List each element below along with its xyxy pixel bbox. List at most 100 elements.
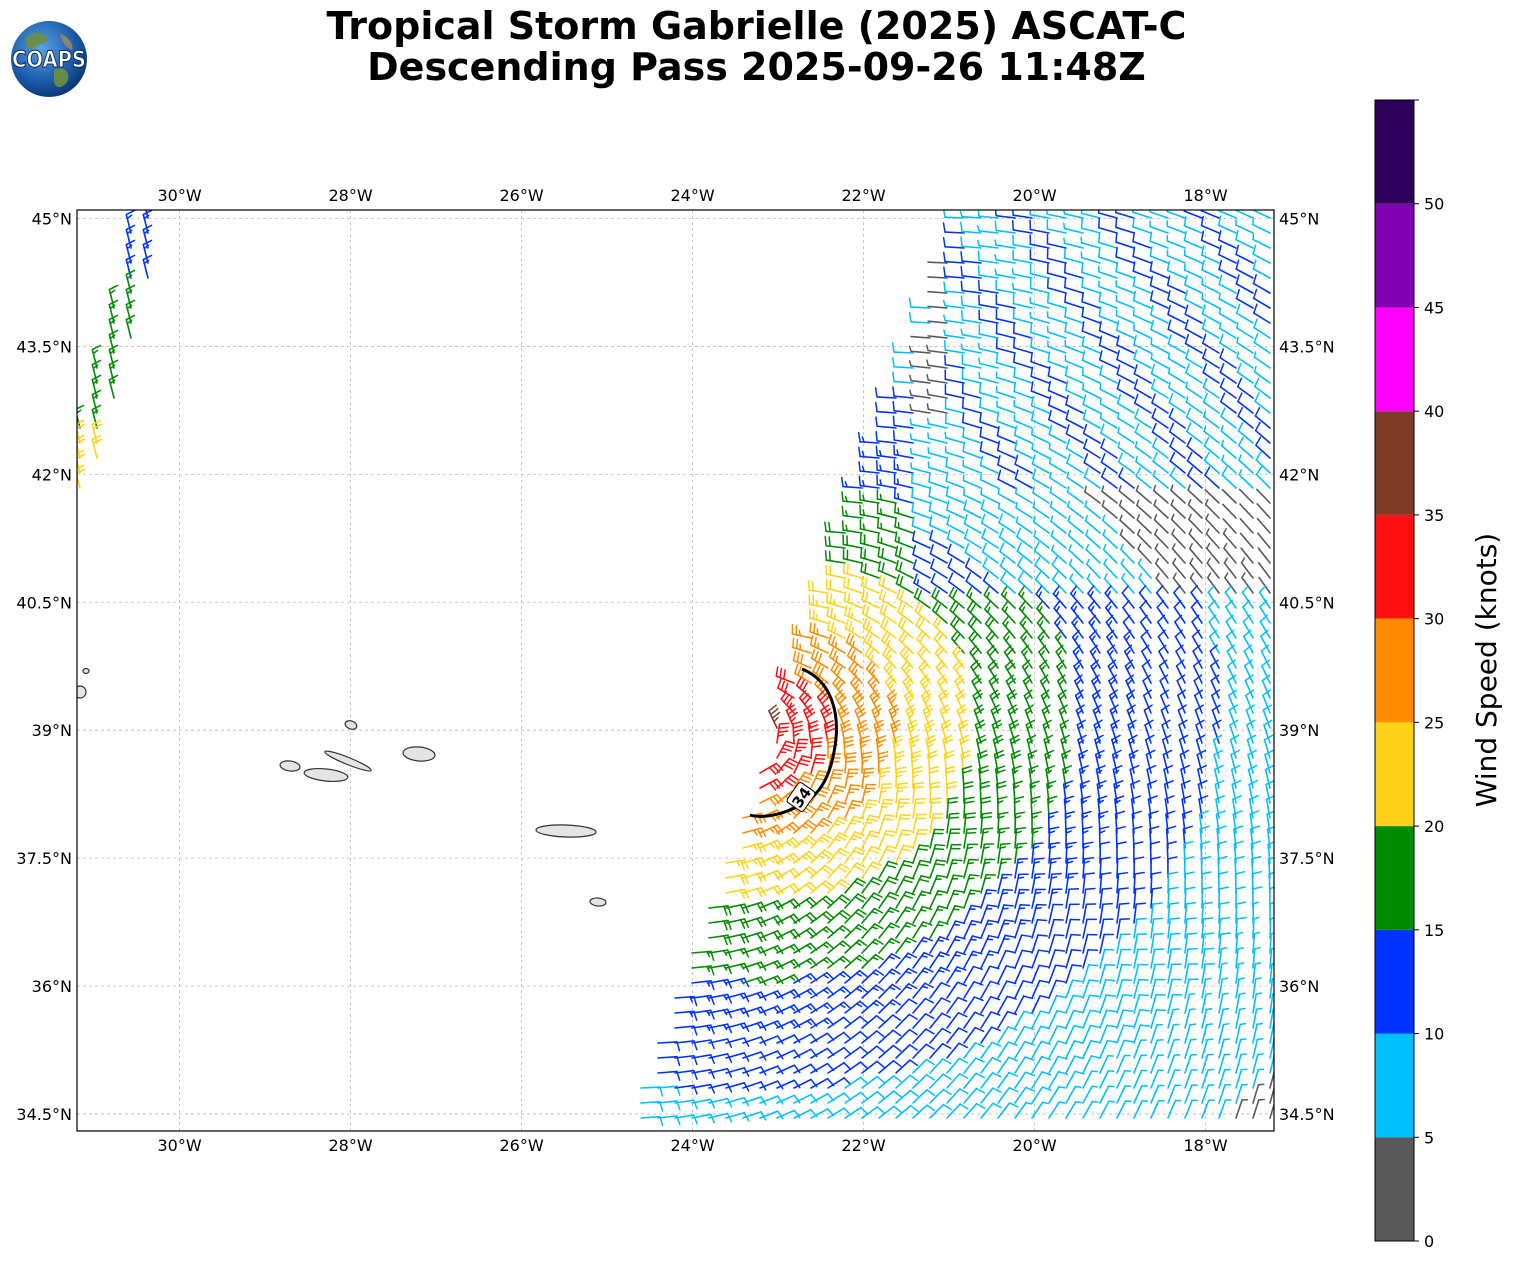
barb-feather <box>1152 902 1163 905</box>
wind-barb <box>1054 629 1067 654</box>
wind-barb <box>1231 779 1242 804</box>
barb-feather <box>1062 765 1073 771</box>
barb-feather <box>979 455 984 467</box>
barb-feather <box>861 436 865 443</box>
barb-shaft <box>961 274 982 279</box>
barb-shaft <box>742 976 762 984</box>
barb-shaft <box>1150 933 1155 954</box>
barb-feather <box>723 935 728 946</box>
barb-feather <box>858 446 861 458</box>
barb-feather <box>1013 796 1025 800</box>
wind-barb <box>998 513 1016 534</box>
barb-shaft <box>808 617 829 624</box>
barb-shaft <box>1020 651 1033 669</box>
barb-shaft <box>1154 548 1169 564</box>
barb-shaft <box>1151 431 1169 444</box>
barb-feather <box>1087 585 1095 595</box>
wind-barb <box>878 922 900 939</box>
barb-feather <box>925 723 935 730</box>
barb-shaft <box>917 652 931 669</box>
barb-shaft <box>1211 694 1220 714</box>
barb-feather <box>1120 558 1125 565</box>
wind-barb <box>1029 234 1050 249</box>
wind-barb <box>1181 795 1192 819</box>
barb-shaft <box>1224 591 1237 609</box>
barb-feather <box>1153 513 1158 521</box>
barb-feather <box>977 265 980 276</box>
barb-feather <box>821 851 831 859</box>
barb-feather <box>926 417 930 425</box>
barb-shaft <box>961 304 982 309</box>
barb-feather <box>1045 210 1049 216</box>
barb-shaft <box>1010 753 1016 774</box>
wind-barb <box>917 645 931 669</box>
barb-shaft <box>1240 547 1254 564</box>
wind-barb <box>859 533 880 549</box>
barb-shaft <box>948 580 965 594</box>
barb-shaft <box>978 318 999 324</box>
barb-shaft <box>828 656 846 669</box>
barb-feather <box>92 438 103 445</box>
barb-feather <box>929 785 941 789</box>
barb-feather <box>864 646 871 656</box>
barb-feather <box>971 674 980 682</box>
wind-barb <box>910 462 931 474</box>
wind-barb <box>894 516 914 534</box>
barb-feather <box>1132 825 1143 830</box>
barb-shaft <box>1208 620 1220 639</box>
barb-feather <box>1131 810 1142 815</box>
barb-feather <box>1223 542 1228 550</box>
barb-shaft <box>963 919 973 939</box>
barb-feather <box>1252 244 1257 255</box>
barb-shaft <box>929 798 933 819</box>
wind-barb <box>1053 600 1067 624</box>
wind-barb <box>1201 293 1220 309</box>
barb-feather <box>1101 887 1113 890</box>
wind-barb <box>125 299 136 324</box>
wind-barb <box>960 750 972 774</box>
barb-feather <box>1115 210 1117 214</box>
barb-feather <box>784 779 794 787</box>
barb-feather <box>706 980 711 987</box>
barb-feather <box>855 708 865 715</box>
wind-barb <box>959 734 970 759</box>
barb-feather <box>794 749 802 752</box>
barb-feather <box>926 388 930 396</box>
barb-feather <box>1007 678 1017 686</box>
barb-shaft <box>1150 358 1169 369</box>
barb-shaft <box>895 860 906 879</box>
barb-feather <box>921 689 930 697</box>
barb-feather <box>1203 425 1207 432</box>
wind-barb <box>1150 871 1162 894</box>
wind-barb <box>911 530 931 549</box>
barb-feather <box>836 835 847 841</box>
barb-feather <box>1113 784 1121 789</box>
barb-feather <box>890 922 900 928</box>
barb-feather <box>918 659 927 669</box>
wind-barb <box>1106 629 1118 654</box>
wind-barb <box>820 704 833 729</box>
barb-feather <box>125 284 136 291</box>
barb-shaft <box>1241 576 1254 594</box>
barb-shaft <box>1048 934 1056 954</box>
barb-shaft <box>1027 753 1033 774</box>
barb-feather <box>960 295 963 307</box>
wind-barb <box>1190 584 1203 609</box>
barb-feather <box>839 973 846 978</box>
barb-feather <box>869 678 878 687</box>
barb-feather <box>910 462 913 469</box>
barb-shaft <box>1032 506 1050 519</box>
barb-feather <box>855 862 866 868</box>
barb-feather <box>1069 573 1074 580</box>
wind-barb <box>980 889 997 909</box>
barb-feather <box>805 853 814 861</box>
barb-shaft <box>893 468 914 474</box>
barb-shaft <box>827 940 844 954</box>
barb-shaft <box>1133 358 1152 369</box>
barb-feather <box>1202 901 1213 905</box>
wind-barb <box>1235 229 1254 249</box>
barb-feather <box>808 881 818 890</box>
barb-feather <box>858 939 868 947</box>
wind-barb <box>895 798 910 819</box>
barb-shaft <box>1185 386 1203 399</box>
